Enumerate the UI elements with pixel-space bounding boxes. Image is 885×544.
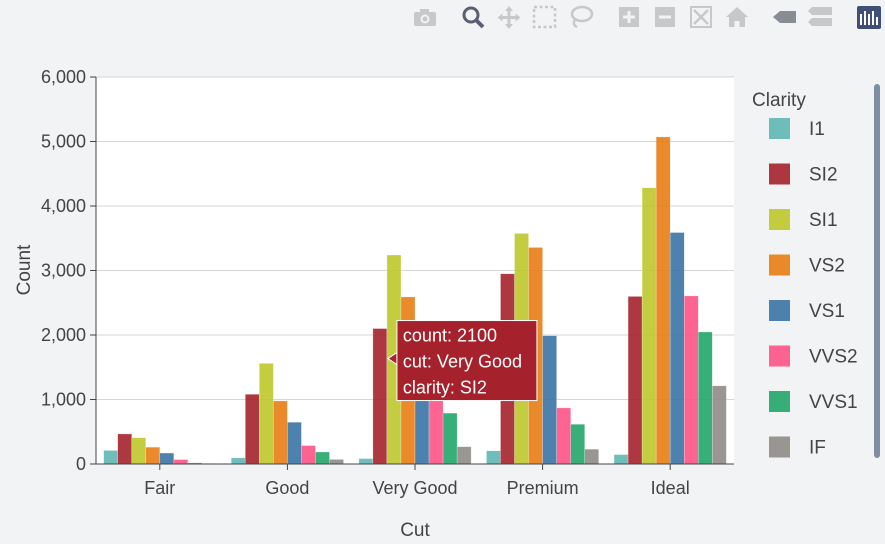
- legend-swatch: [769, 118, 790, 139]
- bar-si1-good[interactable]: [259, 363, 274, 465]
- legend-swatch: [769, 345, 790, 367]
- bar-if-good[interactable]: [329, 459, 344, 465]
- bar-if-very-good[interactable]: [456, 446, 472, 465]
- legend-item-si2[interactable]: SI2: [769, 163, 838, 186]
- y-tick-label: 1,000: [41, 390, 86, 410]
- legend: Clarity I1 SI2 SI1 VS2 VS1 VVS2 VVS1 IF: [752, 90, 858, 459]
- legend-swatch: [769, 209, 790, 230]
- tooltip-line: clarity: SI2: [403, 378, 487, 398]
- tooltip-line: cut: Very Good: [403, 352, 522, 372]
- x-axis-title: Cut: [400, 520, 430, 541]
- bar-vs2-good[interactable]: [273, 400, 288, 465]
- y-tick-label: 3,000: [41, 261, 86, 281]
- autoscale-icon[interactable]: [688, 5, 714, 29]
- y-tick-label: 0: [76, 454, 86, 474]
- x-tick-label: Premium: [507, 478, 579, 498]
- bar-if-ideal[interactable]: [712, 385, 727, 465]
- y-axis-ticks: 0 1,000 2,000 3,000 4,000 5,000 6,000: [41, 67, 96, 474]
- bar-vvs1-good[interactable]: [315, 451, 330, 465]
- legend-label: VVS2: [809, 347, 858, 368]
- bar-i1-ideal[interactable]: [613, 454, 629, 465]
- legend-swatch: [769, 391, 790, 412]
- bar-vvs2-good[interactable]: [301, 445, 316, 465]
- bar-vvs1-ideal[interactable]: [698, 331, 713, 465]
- bar-si2-ideal[interactable]: [627, 296, 643, 465]
- lasso-select-icon[interactable]: [568, 5, 594, 29]
- legend-label: VS2: [809, 256, 845, 277]
- tooltip-line: count: 2100: [403, 326, 497, 346]
- hover-compare-icon[interactable]: [808, 5, 834, 29]
- zoom-out-icon[interactable]: [652, 5, 678, 29]
- pan-icon[interactable]: [496, 5, 522, 29]
- legend-title: Clarity: [752, 90, 806, 111]
- bar-vs1-good[interactable]: [287, 421, 302, 465]
- x-tick-label: Ideal: [651, 478, 690, 498]
- legend-item-vs2[interactable]: VS2: [769, 254, 845, 277]
- legend-item-if[interactable]: IF: [769, 436, 826, 459]
- legend-swatch: [769, 163, 790, 185]
- legend-label: SI2: [809, 165, 838, 186]
- legend-swatch: [769, 300, 790, 321]
- legend-item-i1[interactable]: I1: [769, 118, 825, 140]
- home-icon[interactable]: [724, 5, 750, 29]
- plotly-logo-icon[interactable]: [856, 5, 882, 29]
- zoom-in-icon[interactable]: [616, 5, 642, 29]
- x-tick-label: Fair: [144, 478, 175, 498]
- legend-label: VVS1: [809, 392, 858, 413]
- y-tick-label: 5,000: [41, 132, 86, 152]
- bars: [103, 136, 727, 465]
- legend-item-vs1[interactable]: VS1: [769, 300, 845, 322]
- y-axis-title: Count: [14, 244, 35, 295]
- modebar: [412, 5, 882, 29]
- bar-si1-ideal[interactable]: [641, 187, 657, 465]
- legend-label: SI1: [809, 210, 838, 231]
- bar-vs1-ideal[interactable]: [669, 232, 685, 465]
- y-tick-label: 4,000: [41, 196, 86, 216]
- legend-item-si1[interactable]: SI1: [769, 209, 838, 231]
- bar-si2-very-good[interactable]: [372, 328, 388, 465]
- bar-i1-fair[interactable]: [103, 450, 118, 465]
- tooltip-box: [396, 320, 538, 402]
- box-select-icon[interactable]: [532, 5, 558, 29]
- bar-vs1-premium[interactable]: [542, 335, 557, 465]
- bar-vvs1-very-good[interactable]: [442, 412, 458, 465]
- bar-si1-fair[interactable]: [131, 437, 147, 465]
- legend-item-vvs2[interactable]: VVS2: [769, 345, 858, 368]
- bar-vvs2-premium[interactable]: [556, 407, 571, 465]
- x-axis-ticks: Fair Good Very Good Premium Ideal: [144, 464, 690, 498]
- bar-vs2-fair[interactable]: [145, 446, 161, 465]
- bar-if-premium[interactable]: [584, 448, 600, 465]
- hover-tooltip: count: 2100 cut: Very Good clarity: SI2: [387, 320, 538, 402]
- zoom-icon[interactable]: [460, 5, 486, 29]
- y-tick-label: 6,000: [41, 67, 86, 87]
- legend-label: IF: [809, 438, 826, 459]
- camera-icon[interactable]: [412, 5, 438, 29]
- bar-i1-very-good[interactable]: [358, 458, 374, 465]
- legend-scrollbar[interactable]: [874, 84, 880, 458]
- bar-si2-fair[interactable]: [117, 433, 132, 465]
- x-tick-label: Very Good: [372, 478, 457, 498]
- legend-item-vvs1[interactable]: VVS1: [769, 391, 858, 413]
- legend-swatch: [769, 436, 790, 458]
- bar-vvs2-fair[interactable]: [173, 459, 189, 465]
- y-tick-label: 2,000: [41, 325, 86, 345]
- legend-swatch: [769, 254, 790, 276]
- x-tick-label: Good: [265, 478, 309, 498]
- bar-vvs2-ideal[interactable]: [683, 295, 699, 465]
- hover-closest-icon[interactable]: [772, 5, 798, 29]
- bar-si2-good[interactable]: [245, 394, 260, 465]
- bar-i1-premium[interactable]: [486, 450, 501, 465]
- bar-vs1-fair[interactable]: [159, 452, 175, 465]
- legend-label: I1: [809, 119, 825, 140]
- bar-vvs1-premium[interactable]: [570, 424, 585, 465]
- legend-label: VS1: [809, 301, 845, 322]
- bar-i1-good[interactable]: [231, 457, 246, 465]
- bar-vs2-ideal[interactable]: [655, 136, 671, 465]
- gridlines: [96, 76, 734, 400]
